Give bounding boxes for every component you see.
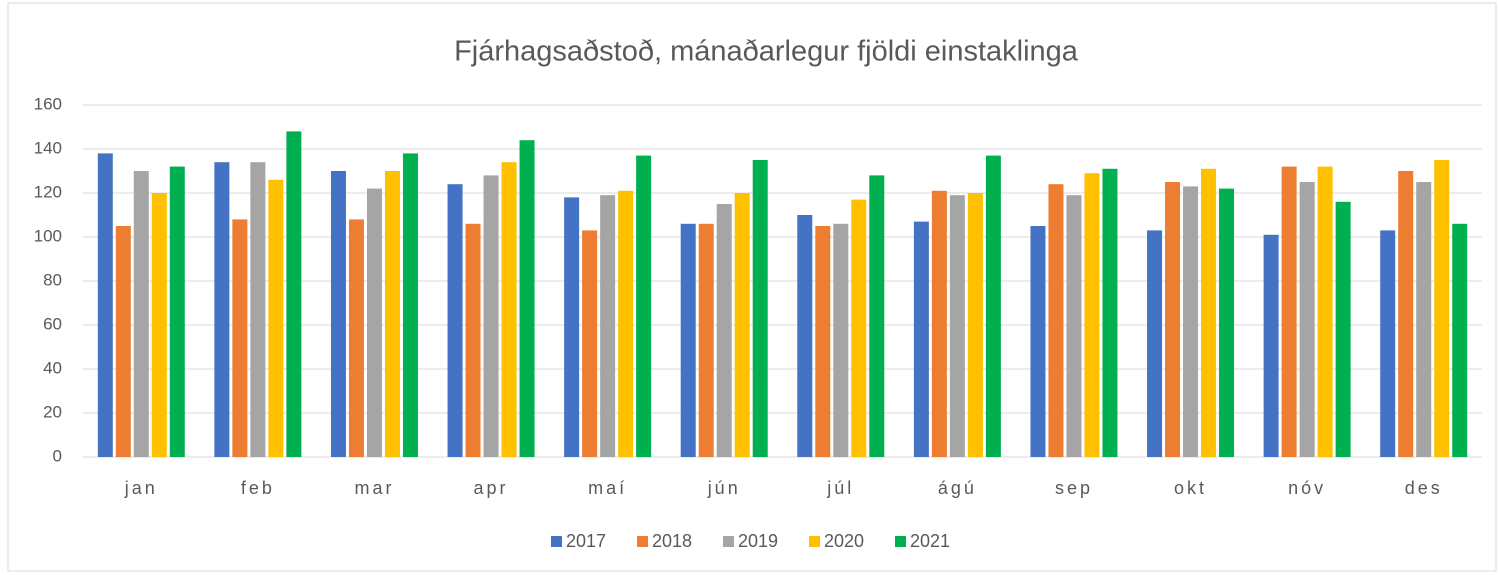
bar <box>483 175 499 457</box>
y-tick-label: 60 <box>43 314 62 333</box>
bar <box>348 219 364 457</box>
x-tick-label: feb <box>241 478 275 498</box>
bar <box>869 175 885 457</box>
bar <box>1147 230 1163 457</box>
bar <box>250 162 266 457</box>
y-tick-label: 80 <box>43 270 62 289</box>
bar <box>1335 201 1351 457</box>
legend-label: 2020 <box>824 531 864 551</box>
x-tick-label: des <box>1405 478 1443 498</box>
bar <box>366 188 382 457</box>
bar <box>967 193 983 457</box>
bar <box>97 153 113 457</box>
y-tick-label: 140 <box>34 138 62 157</box>
bar <box>402 153 418 457</box>
bar <box>1201 168 1217 458</box>
bar <box>636 155 652 457</box>
bar <box>851 199 867 457</box>
bar <box>833 223 849 457</box>
legend-swatch <box>895 536 906 547</box>
bar <box>734 193 750 457</box>
bar <box>169 166 185 457</box>
bar <box>519 140 535 457</box>
bar <box>1102 168 1118 458</box>
chart-title: Fjárhagsaðstoð, mánaðarlegur fjöldi eins… <box>454 36 1079 68</box>
bar <box>447 184 463 457</box>
legend-label: 2018 <box>652 531 692 551</box>
bar <box>1434 160 1450 457</box>
bar <box>1263 234 1279 457</box>
bar <box>133 171 149 457</box>
bar <box>618 190 634 458</box>
bar <box>1452 223 1468 457</box>
y-tick-label: 160 <box>34 94 62 113</box>
bar <box>600 195 616 457</box>
bar <box>752 160 768 457</box>
x-tick-label: jún <box>707 478 741 498</box>
legend-swatch <box>809 536 820 547</box>
bar <box>949 195 965 457</box>
legend-swatch <box>637 536 648 547</box>
x-tick-label: júl <box>826 478 854 498</box>
x-tick-label: ágú <box>938 478 977 498</box>
bar <box>1219 188 1235 457</box>
bar <box>582 230 598 457</box>
bar <box>232 219 248 457</box>
bar <box>151 193 167 457</box>
x-tick-label: jan <box>124 478 158 498</box>
bar <box>330 171 346 457</box>
bar <box>564 197 580 457</box>
x-tick-label: mar <box>354 478 394 498</box>
bar <box>1165 182 1181 457</box>
legend-swatch <box>551 536 562 547</box>
bar <box>1317 166 1333 457</box>
y-tick-label: 0 <box>53 446 62 465</box>
legend-swatch <box>723 536 734 547</box>
bar <box>931 190 947 458</box>
bar <box>501 162 517 457</box>
bar <box>465 223 481 457</box>
x-tick-label: apr <box>474 478 509 498</box>
bar <box>1398 171 1414 457</box>
bar <box>286 131 302 457</box>
bar <box>268 179 284 458</box>
bar <box>1281 166 1297 457</box>
bar <box>1416 182 1432 457</box>
y-tick-label: 120 <box>34 182 62 201</box>
bar <box>1183 186 1199 457</box>
bar <box>1066 195 1082 457</box>
bar <box>1048 184 1064 457</box>
bar <box>1030 226 1046 457</box>
bar <box>680 223 696 457</box>
bar <box>698 223 714 457</box>
x-tick-label: maí <box>588 478 627 498</box>
x-tick-label: okt <box>1174 478 1207 498</box>
bar <box>384 171 400 457</box>
bar <box>815 226 831 457</box>
bar <box>214 162 230 457</box>
bar <box>1299 182 1315 457</box>
legend-label: 2017 <box>566 531 606 551</box>
y-tick-label: 40 <box>43 358 62 377</box>
y-tick-label: 100 <box>34 226 62 245</box>
bar <box>716 204 732 457</box>
bar <box>913 221 929 457</box>
x-tick-label: nóv <box>1288 478 1326 498</box>
x-tick-label: sep <box>1055 478 1093 498</box>
bar <box>115 226 131 457</box>
bar <box>1084 173 1100 457</box>
y-tick-label: 20 <box>43 402 62 421</box>
legend-label: 2021 <box>910 531 950 551</box>
bar <box>797 215 813 457</box>
bar <box>1380 230 1396 457</box>
bar <box>985 155 1001 457</box>
legend-label: 2019 <box>738 531 778 551</box>
